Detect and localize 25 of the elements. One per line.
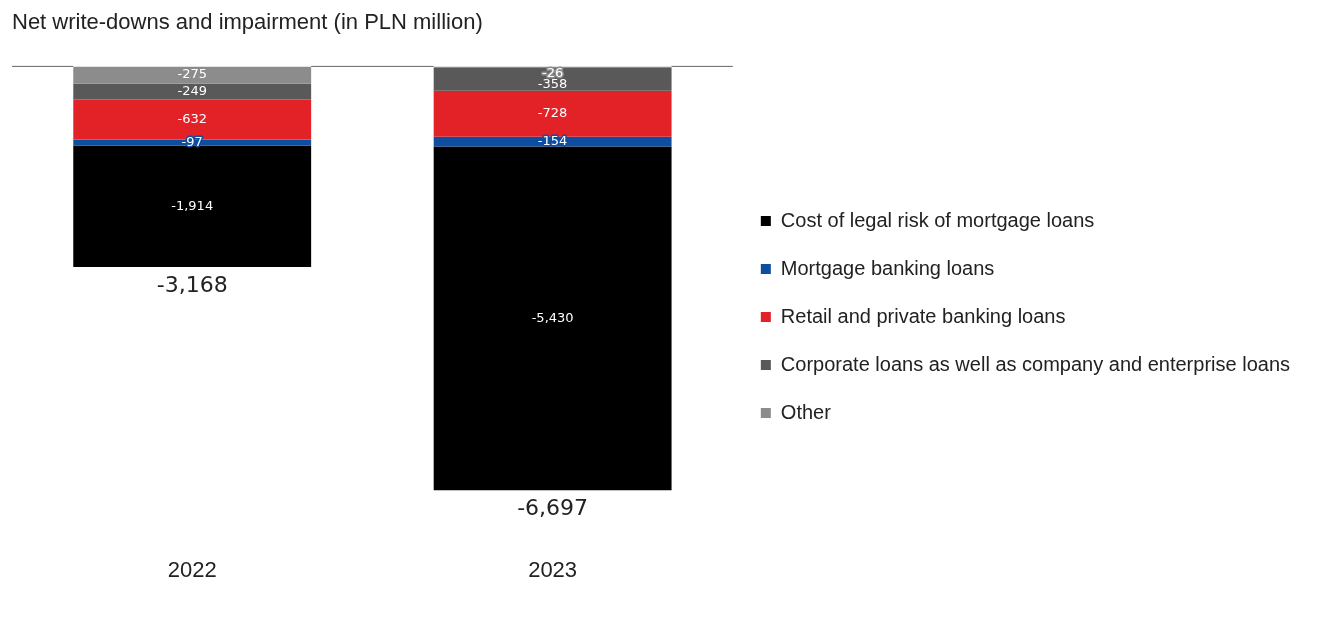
bar (73, 83, 312, 100)
data-label: -154 (537, 133, 568, 149)
legend-label: Retail and private banking loans (780, 304, 1066, 327)
data-label: -249 (177, 83, 207, 99)
legend-label: Cost of legal risk of mortgage loans (780, 208, 1095, 231)
bar (73, 66, 312, 84)
x-tick-label: 2022 (167, 556, 217, 582)
total-label: -3,168 (156, 271, 228, 297)
data-label: -5,430 (531, 309, 574, 325)
bar (73, 139, 312, 146)
legend-label: Corporate loans as well as company and enterprise loans (780, 352, 1290, 375)
legend-label: Mortgage banking loans (780, 256, 995, 279)
legend-label: Other (780, 400, 832, 423)
bar (73, 145, 312, 267)
data-label: -632 (177, 110, 207, 126)
bar (433, 136, 672, 147)
x-tick-label: 2023 (528, 556, 578, 582)
data-label: -728 (537, 105, 568, 121)
total-label: -6,697 (517, 495, 589, 521)
bar (433, 90, 672, 137)
data-label: -1,914 (171, 197, 214, 213)
chart-title: Net write-downs and impairment (in PLN million) (12, 9, 483, 35)
bar (433, 68, 672, 91)
bar (433, 146, 672, 491)
data-label: -275 (177, 66, 207, 82)
